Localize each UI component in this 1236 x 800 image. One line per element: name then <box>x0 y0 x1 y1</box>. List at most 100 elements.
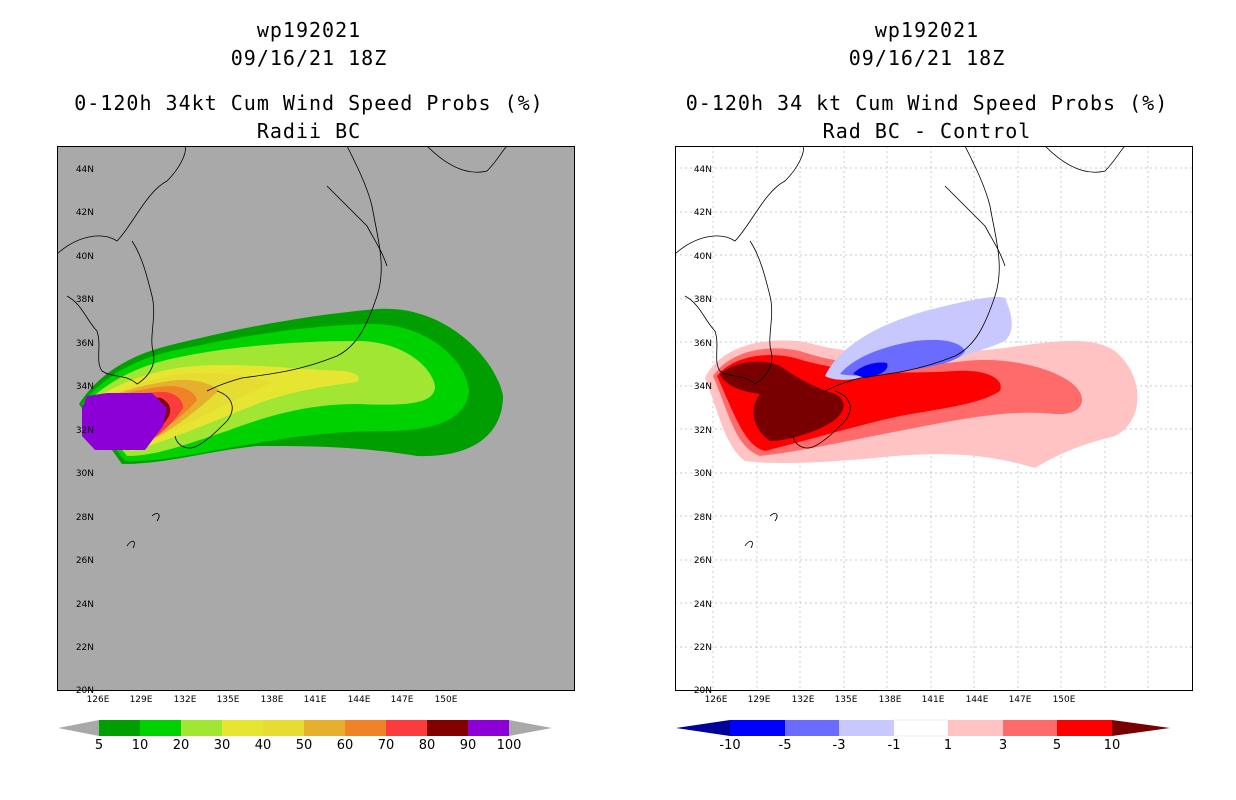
lat-label: 28N <box>693 513 712 523</box>
lon-label: 132E <box>173 695 197 705</box>
lat-label: 20N <box>693 686 712 696</box>
lat-label: 28N <box>75 513 94 523</box>
lon-label: 129E <box>129 695 153 705</box>
cbar-swatch <box>893 719 949 737</box>
left-probability-map <box>57 146 575 691</box>
map-gridlines <box>675 146 1193 691</box>
lon-label: 138E <box>260 695 284 705</box>
cbar-swatch <box>222 720 263 736</box>
cbar-swatch <box>785 720 839 736</box>
lon-label: 132E <box>791 695 815 705</box>
lat-label: 32N <box>75 426 94 436</box>
lat-label: 42N <box>693 208 712 218</box>
cbar-label: 60 <box>336 738 354 753</box>
lon-label: 147E <box>390 695 414 705</box>
cbar-arrow-high <box>509 720 552 736</box>
lon-label: 144E <box>347 695 371 705</box>
lon-label: 126E <box>86 695 110 705</box>
left-product-title: 0-120h 34kt Cum Wind Speed Probs (%) <box>74 91 544 115</box>
cbar-swatch <box>345 720 386 736</box>
right-map-panel: wp192021 09/16/21 18Z 0-120h 34 kt Cum W… <box>618 0 1236 800</box>
cbar-swatch <box>427 720 468 736</box>
cbar-swatch <box>140 720 181 736</box>
diff-band-neg-5-to-10 <box>853 362 888 378</box>
prob-band-100 <box>82 393 167 450</box>
lat-label: 26N <box>693 556 712 566</box>
cbar-label: 1 <box>943 738 953 753</box>
cbar-label: 100 <box>496 738 522 753</box>
cbar-swatch <box>1003 720 1057 736</box>
right-colorbar <box>676 719 1170 737</box>
cbar-swatch <box>99 720 140 736</box>
lat-label: 42N <box>75 208 94 218</box>
cbar-swatch <box>1057 720 1112 736</box>
lat-label: 30N <box>693 469 712 479</box>
cbar-label: 90 <box>459 738 477 753</box>
cbar-label: 3 <box>998 738 1008 753</box>
lon-label: 135E <box>216 695 240 705</box>
right-storm-id: wp192021 <box>874 18 980 42</box>
cbar-label: 5 <box>94 738 104 753</box>
lat-label: 38N <box>693 295 712 305</box>
cbar-swatch <box>839 720 894 736</box>
lat-label: 30N <box>75 469 94 479</box>
lon-label: 141E <box>303 695 327 705</box>
lat-label: 44N <box>75 165 94 175</box>
lon-label: 129E <box>747 695 771 705</box>
cbar-label: 80 <box>418 738 436 753</box>
lat-label: 34N <box>693 382 712 392</box>
left-map-panel: wp192021 09/16/21 18Z 0-120h 34kt Cum Wi… <box>57 18 575 753</box>
lat-label: 24N <box>75 600 94 610</box>
right-product-title: 0-120h 34 kt Cum Wind Speed Probs (%) <box>685 91 1169 115</box>
cbar-swatch <box>730 720 785 736</box>
coastline-outlines <box>675 146 1126 549</box>
cbar-label: 30 <box>213 738 231 753</box>
left-datetime: 09/16/21 18Z <box>230 46 388 70</box>
lat-label: 44N <box>693 165 712 175</box>
lat-label: 26N <box>75 556 94 566</box>
cbar-label: 40 <box>254 738 272 753</box>
cbar-swatch <box>948 720 1003 736</box>
lat-label: 24N <box>693 600 712 610</box>
lat-label: 38N <box>75 295 94 305</box>
cbar-swatch <box>304 720 345 736</box>
lon-label: 135E <box>834 695 858 705</box>
lat-label: 22N <box>693 643 712 653</box>
lat-label: 36N <box>693 339 712 349</box>
lon-label: 150E <box>1052 695 1076 705</box>
map-frame <box>57 146 575 691</box>
cbar-label: -1 <box>887 738 901 753</box>
cbar-label: -5 <box>778 738 792 753</box>
cbar-label: 10 <box>131 738 149 753</box>
cbar-swatch <box>181 720 222 736</box>
lat-label: 36N <box>75 339 94 349</box>
left-colorbar <box>58 720 552 736</box>
cbar-label: 10 <box>1103 738 1121 753</box>
map-frame <box>675 146 1193 691</box>
cbar-label: 20 <box>172 738 190 753</box>
cbar-swatch <box>468 720 509 736</box>
lat-label: 40N <box>75 252 94 262</box>
cbar-swatch <box>263 720 304 736</box>
diff-band-gt-10 <box>720 361 844 441</box>
lon-label: 147E <box>1008 695 1032 705</box>
cbar-arrow-low <box>58 720 99 736</box>
lon-label: 126E <box>704 695 728 705</box>
coastline-outlines <box>57 146 508 549</box>
lon-label: 150E <box>434 695 458 705</box>
lon-label: 141E <box>921 695 945 705</box>
cbar-arrow-low <box>676 720 730 736</box>
cbar-arrow-high <box>1112 720 1170 736</box>
lat-label: 22N <box>75 643 94 653</box>
cbar-swatch <box>386 720 427 736</box>
lon-label: 144E <box>965 695 989 705</box>
lat-label: 20N <box>75 686 94 696</box>
cbar-label: -10 <box>719 738 741 753</box>
left-product-subtitle: Radii BC <box>256 119 362 143</box>
cbar-label: 70 <box>377 738 395 753</box>
lat-label: 40N <box>693 252 712 262</box>
lat-label: 34N <box>75 382 94 392</box>
lat-label: 32N <box>693 426 712 436</box>
lon-label: 138E <box>878 695 902 705</box>
cbar-label: 5 <box>1052 738 1062 753</box>
